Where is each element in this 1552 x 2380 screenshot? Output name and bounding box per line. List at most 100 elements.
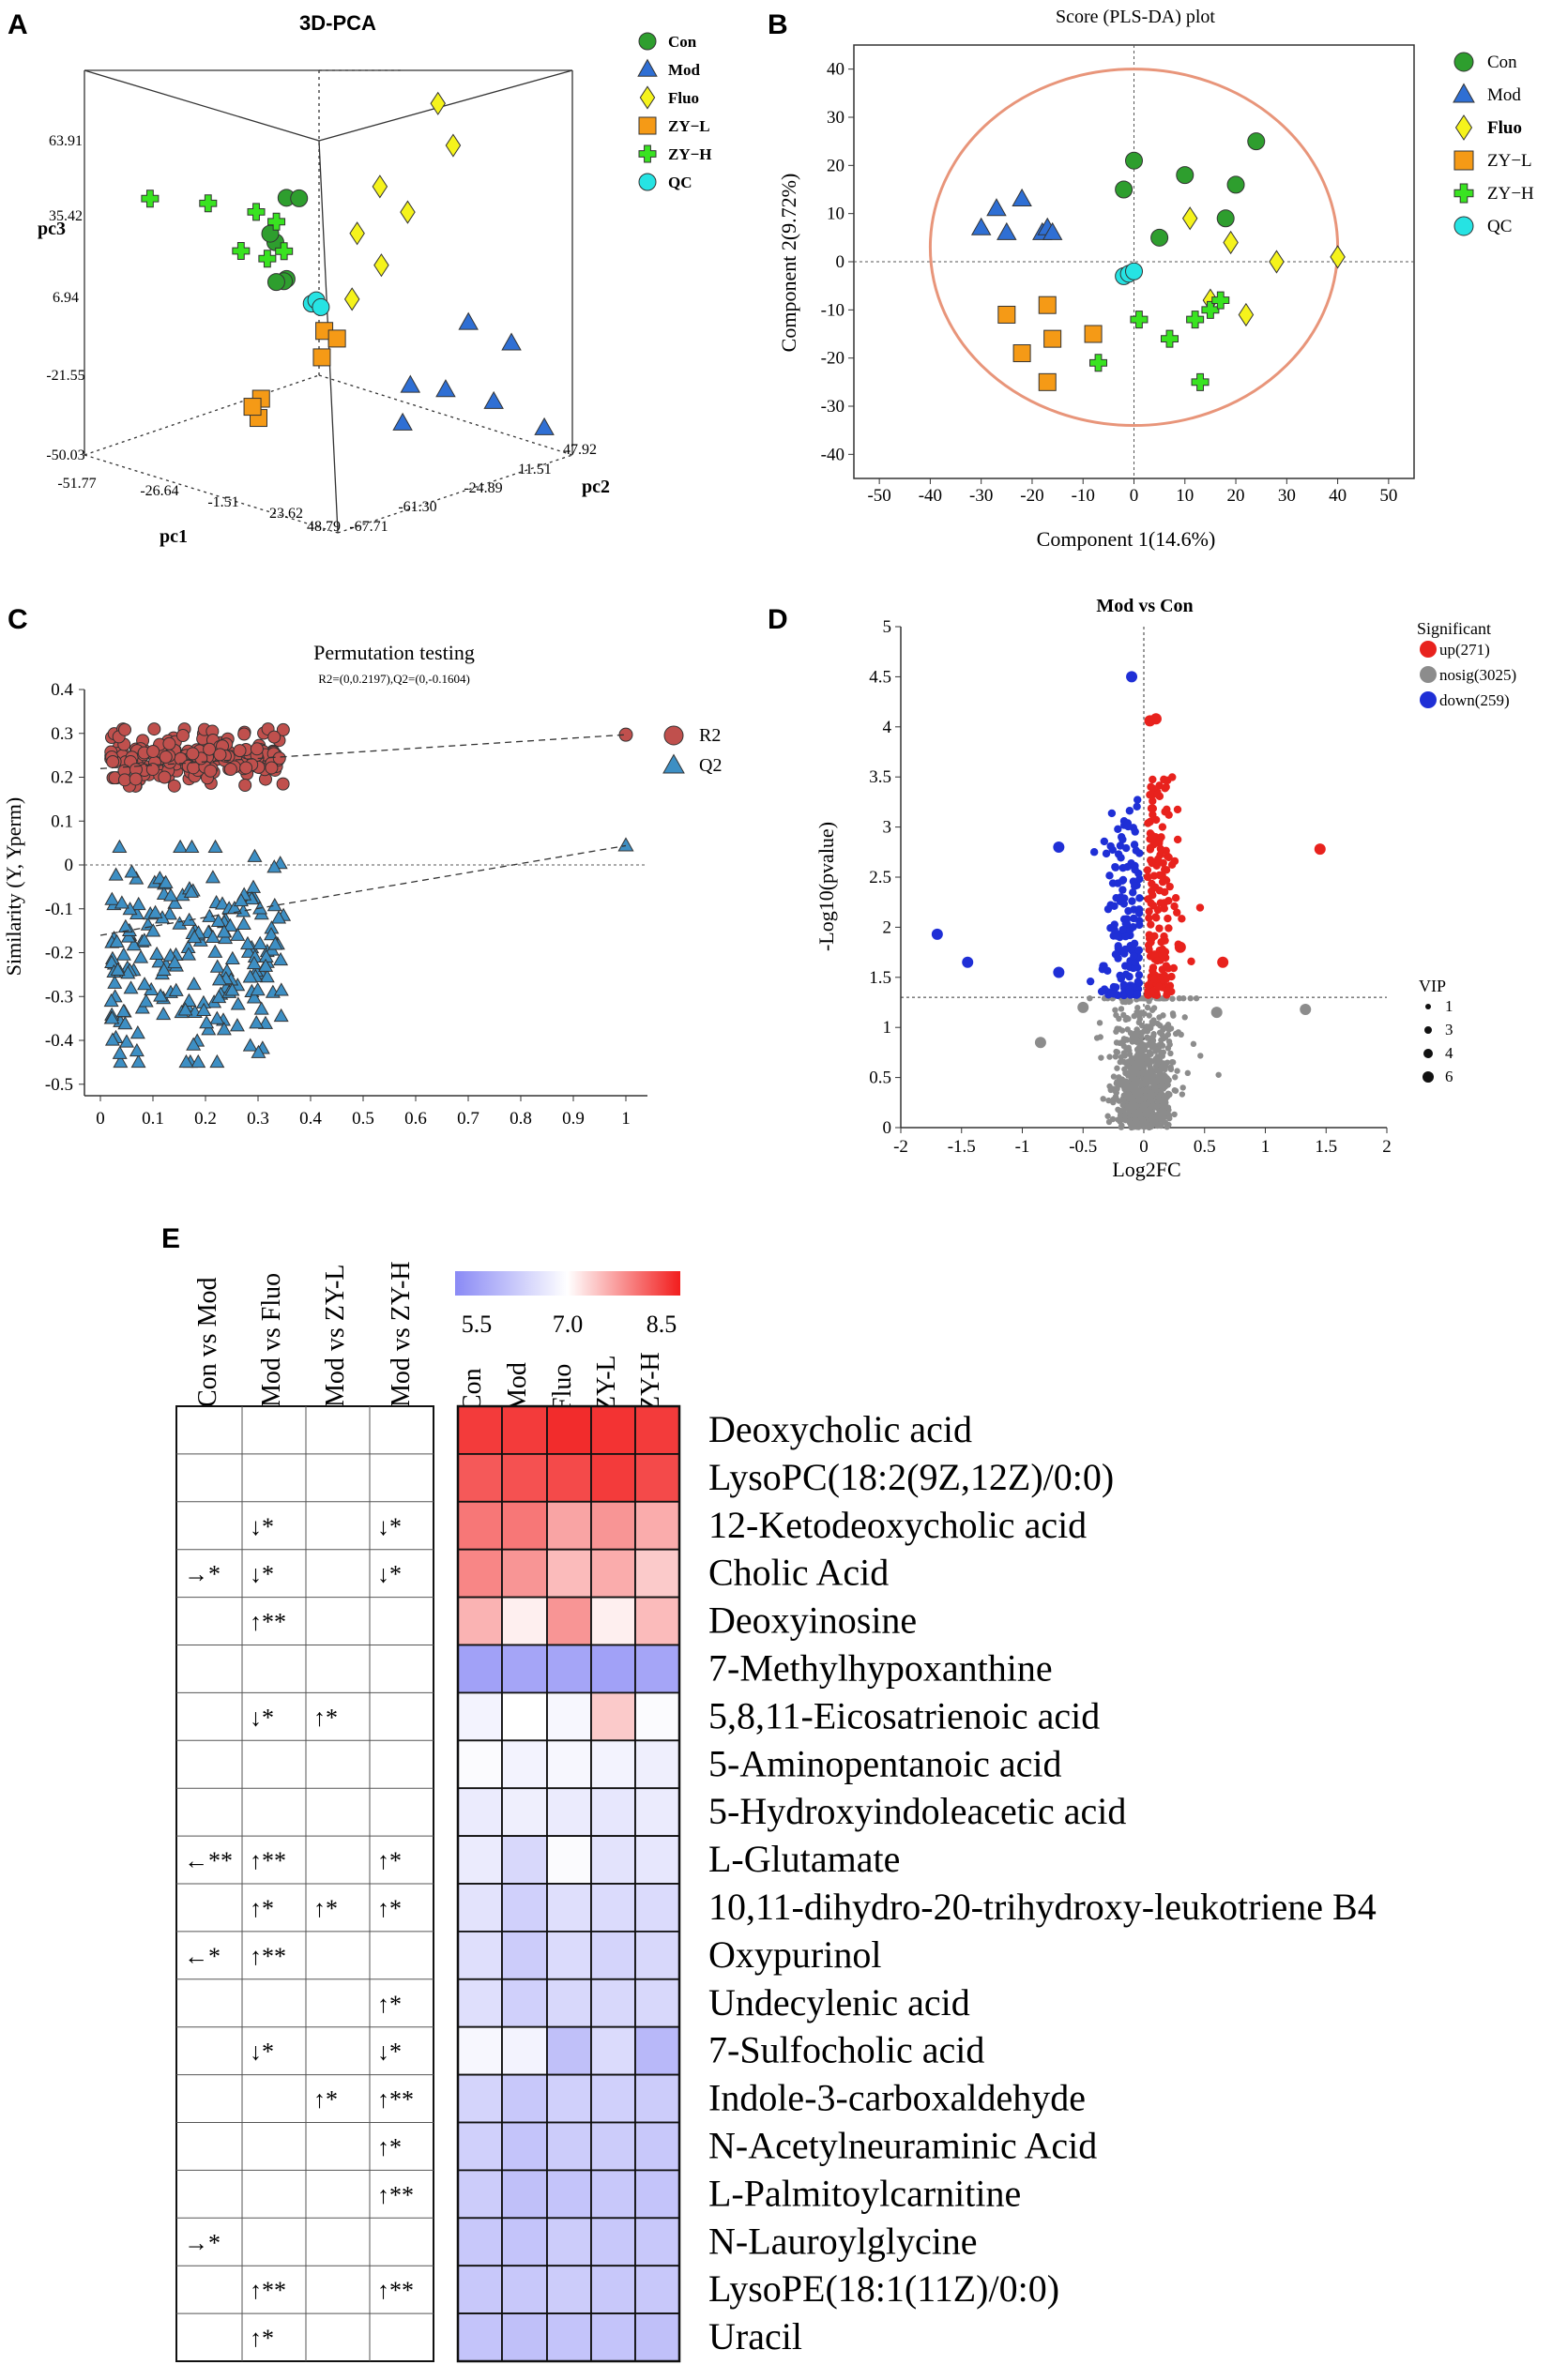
box-floor-back-right [318, 374, 573, 456]
volcano-point-up [1149, 775, 1157, 784]
x-tick-label: 0.6 [404, 1109, 427, 1129]
heatmap-cell [501, 2169, 548, 2220]
heatmap-cell [546, 1930, 592, 1980]
volcano-point-nosig [1164, 1104, 1172, 1111]
volcano-point-nosig [1187, 995, 1194, 1002]
permutation-point [115, 1003, 131, 1018]
volcano-point-nosig [1110, 1073, 1118, 1080]
panel-d-legend: Significant VIP up(271) nosig(3025) down(2… [1417, 619, 1516, 1085]
permutation-point [211, 989, 227, 1004]
volcano-point-nosig [1163, 1096, 1169, 1103]
permutation-point [240, 944, 256, 958]
volcano-legend-title: Significant [1417, 619, 1491, 638]
vip-size-label: 1 [1445, 997, 1453, 1015]
x-tick-label: 0.8 [510, 1109, 532, 1129]
legend-marker [1453, 183, 1474, 204]
permutation-point [114, 895, 129, 909]
permutation-point [224, 950, 240, 964]
y-tick-label: 0.1 [51, 811, 73, 831]
volcano-point-up [1146, 843, 1155, 852]
permutation-point [203, 742, 217, 756]
volcano-point-up [1147, 920, 1155, 929]
y-tick-label: -0.2 [45, 944, 73, 963]
color-scale-bar [455, 1271, 680, 1296]
panel-d-label: D [768, 604, 788, 635]
heatmap-cell [546, 1739, 592, 1790]
significance-mark: ↑* [313, 1704, 338, 1731]
volcano-point-down [1103, 966, 1112, 976]
heatmap-cell [546, 2025, 592, 2076]
pca-3d-points [141, 91, 555, 435]
volcano-point-nosig [1158, 1037, 1164, 1043]
heatmap-cell [590, 2217, 636, 2267]
box-top-front [84, 69, 320, 142]
permutation-point [149, 946, 165, 961]
volcano-point-nosig [1156, 1014, 1163, 1021]
legend-label: Mod [668, 61, 701, 79]
volcano-point-nosig [1131, 1012, 1137, 1020]
permutation-point [247, 848, 263, 862]
heatmap-cell [634, 1644, 680, 1694]
panel-c-label: C [8, 604, 28, 635]
volcano-point-down [1109, 990, 1118, 998]
volcano-point-down [1134, 946, 1144, 955]
heatmap-cell [634, 2217, 680, 2267]
heatmap-cell [501, 1835, 548, 1885]
plsda-point [1043, 329, 1062, 348]
heatmap-cell [501, 2073, 548, 2124]
volcano-point-nosig [1142, 1079, 1149, 1086]
volcano-point-nosig [1119, 1101, 1126, 1109]
permutation-point [115, 947, 131, 961]
vip-size-marker [1423, 1071, 1434, 1083]
significance-mark: ↑* [377, 1991, 402, 2018]
y-tick-label: 10 [827, 205, 844, 224]
legend-marker [1453, 216, 1474, 236]
volcano-point-nosig [1147, 1050, 1153, 1057]
permutation-point [259, 969, 275, 983]
permutation-points [99, 722, 634, 1069]
significance-mark: ↑* [313, 1895, 338, 1922]
pc1-tick: 48.79 [307, 519, 341, 535]
permutation-point [147, 904, 163, 918]
significance-mark: ↑* [250, 1895, 274, 1922]
pca-point [243, 398, 262, 417]
permutation-point [242, 1038, 258, 1052]
significance-mark: ↑** [250, 1847, 286, 1874]
pc3-tick: 6.94 [53, 290, 79, 306]
heatmap-cell [590, 1787, 636, 1837]
volcano-point-nosig [1148, 1024, 1154, 1031]
legend-marker [1453, 83, 1475, 103]
permutation-point [267, 730, 281, 744]
heatmap-cell [501, 1405, 548, 1455]
volcano-point-up [1150, 932, 1159, 941]
plsda-points [970, 132, 1346, 391]
volcano-point-nosig [1134, 1005, 1141, 1011]
volcano-point-down [1089, 848, 1099, 856]
heatmap-cell [634, 1453, 680, 1503]
volcano-point-nosig [1124, 1092, 1132, 1099]
volcano-point-nosig [1125, 1044, 1133, 1052]
pc3-axis-label: pc3 [38, 219, 66, 239]
permutation-point [186, 1037, 202, 1051]
heatmap-cell [590, 1500, 636, 1551]
volcano-point-up [1153, 855, 1163, 864]
panel-a-label: A [8, 9, 28, 40]
group-header: Fluo [548, 1364, 577, 1412]
metabolite-label: 12-Ketodeoxycholic acid [708, 1504, 1087, 1546]
volcano-point-up [1163, 991, 1171, 999]
heatmap-cell [501, 1978, 548, 2028]
plsda-y-axis-label: Component 2(9.72%) [777, 174, 800, 353]
volcano-point-nosig [1159, 1106, 1166, 1113]
volcano-point-up [1149, 963, 1158, 972]
significance-mark: ↑* [377, 1895, 402, 1922]
y-tick-label: 2 [883, 917, 892, 937]
volcano-point-nosig [1148, 1113, 1155, 1119]
volcano-point-nosig [1165, 1121, 1172, 1129]
legend-marker [1453, 150, 1474, 171]
permutation-point [199, 1015, 215, 1029]
metabolite-label: LysoPC(18:2(9Z,12Z)/0:0) [708, 1456, 1114, 1498]
x-tick-label: -0.5 [1069, 1137, 1097, 1157]
heatmap-cell [590, 1548, 636, 1599]
plsda-point [1115, 180, 1134, 199]
significance-mark: ↑* [313, 2086, 338, 2114]
